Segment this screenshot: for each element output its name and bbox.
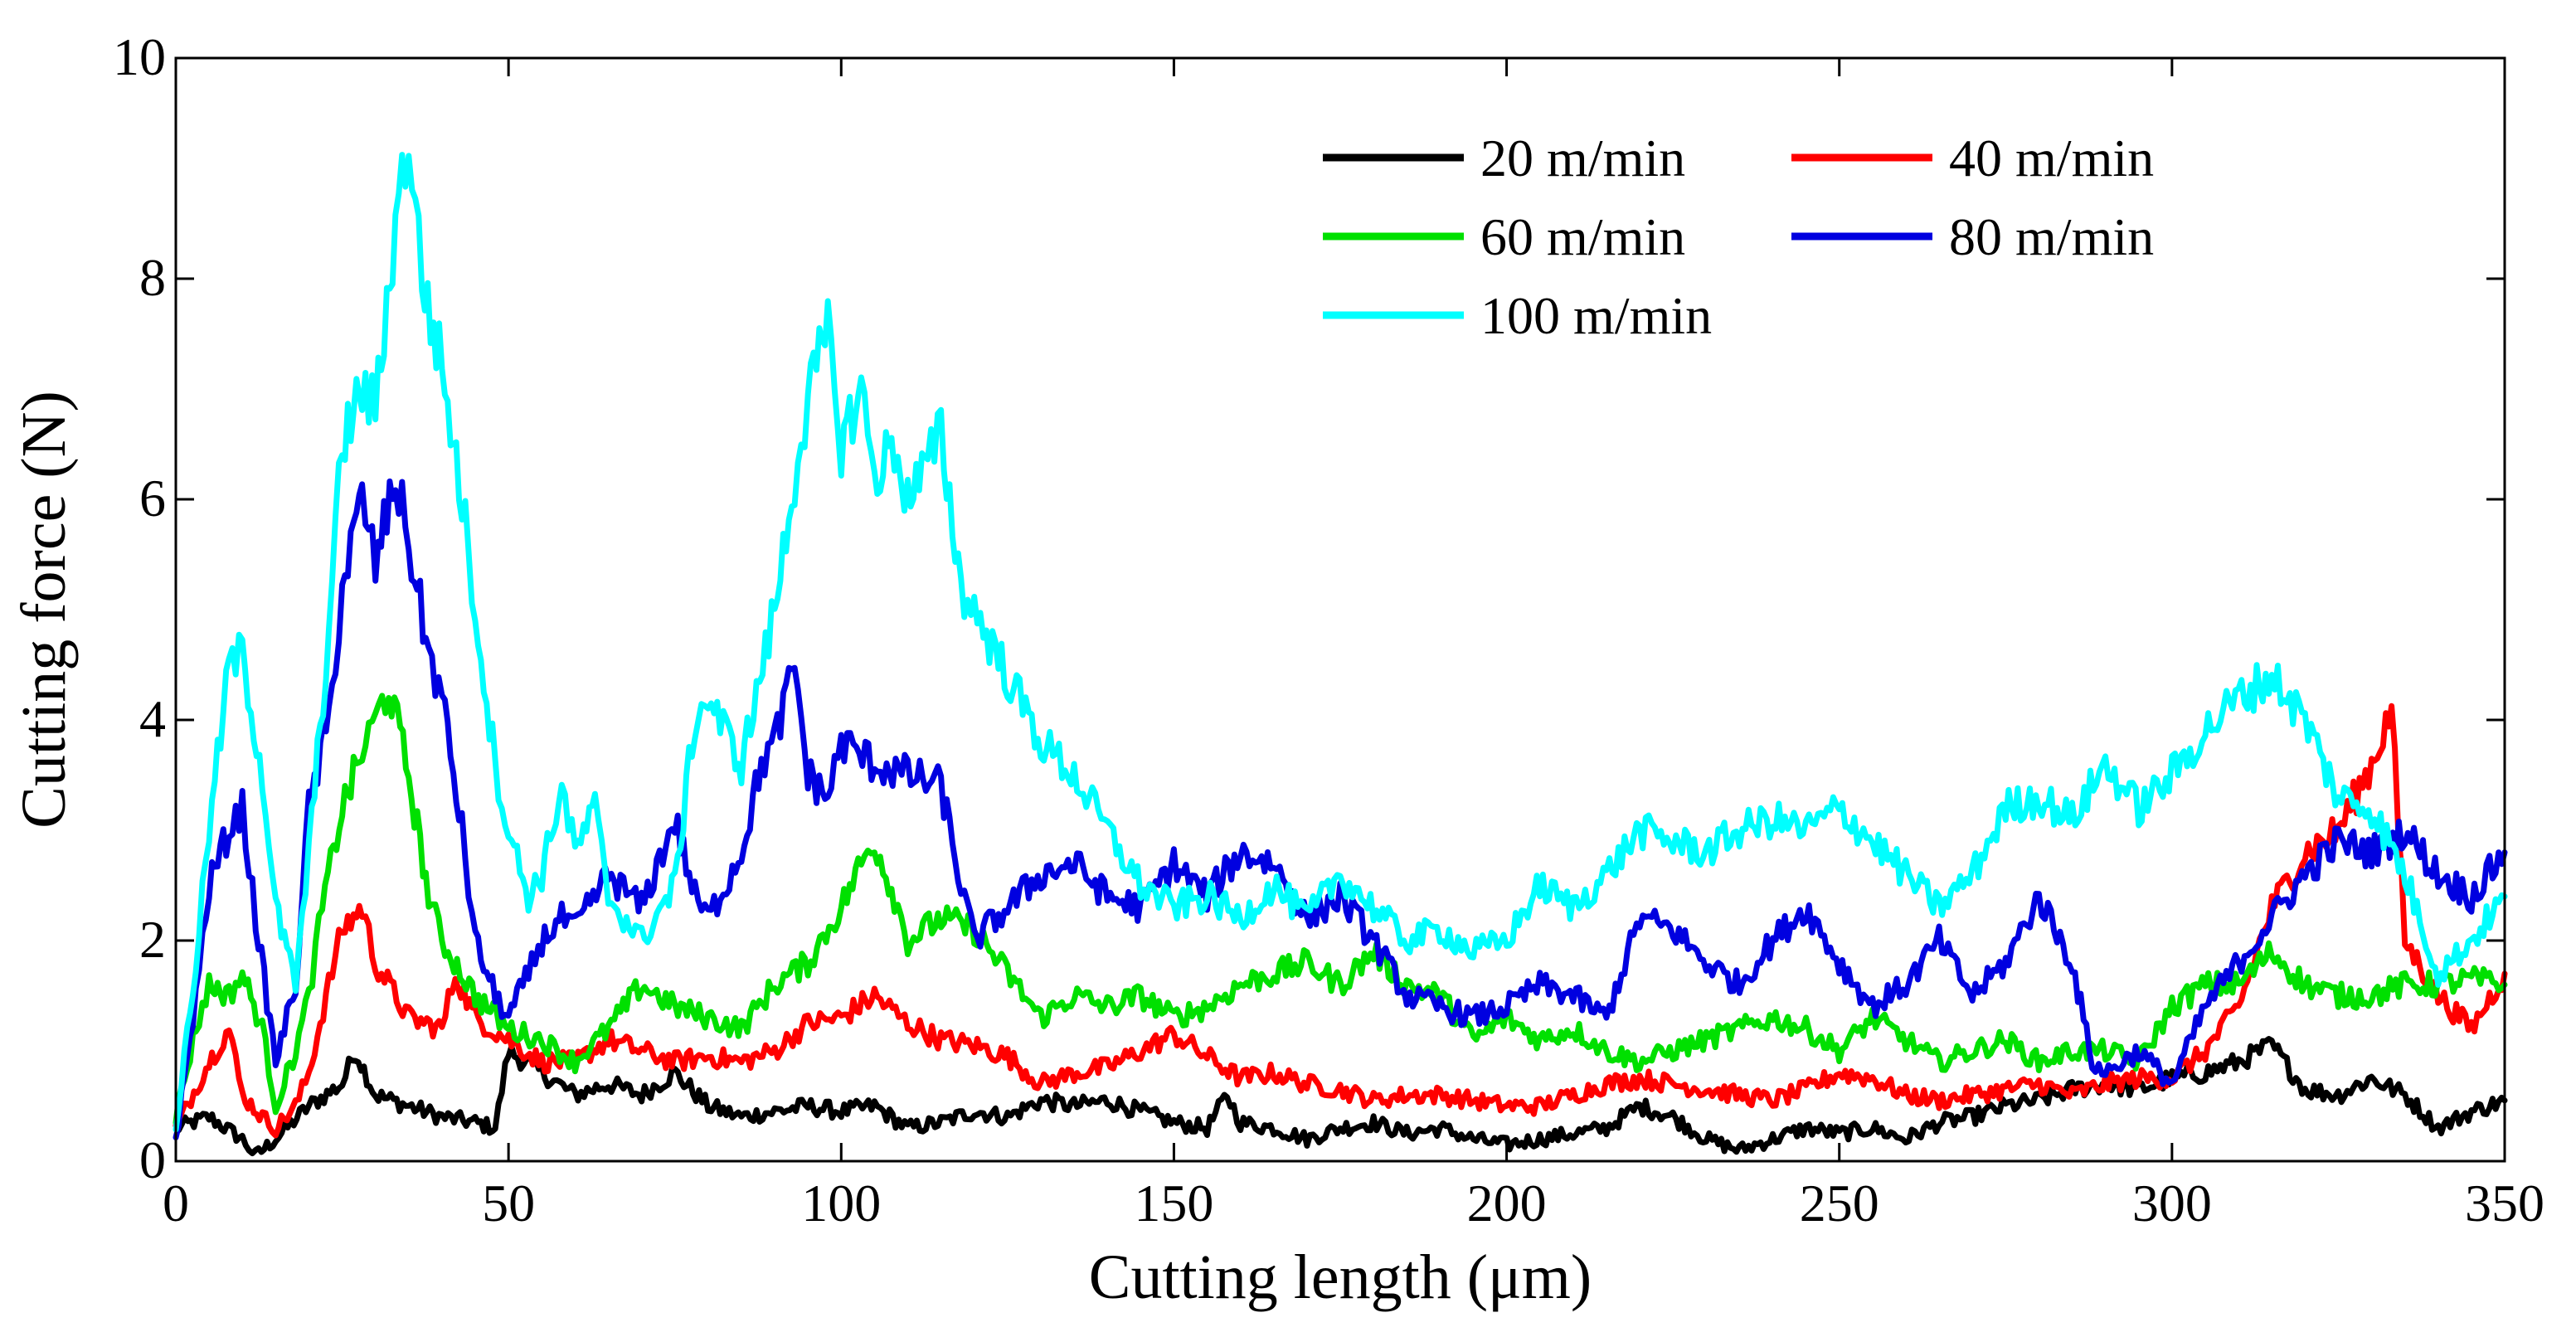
y-tick-label: 4 (139, 689, 166, 748)
y-tick-label: 6 (139, 469, 166, 528)
legend-label: 100 m/min (1480, 286, 1712, 345)
legend-label: 20 m/min (1480, 129, 1685, 187)
y-tick-label: 2 (139, 910, 166, 969)
x-tick-label: 250 (1800, 1174, 1879, 1232)
y-tick-label: 0 (139, 1130, 166, 1189)
x-tick-label: 300 (2132, 1174, 2212, 1232)
legend-label: 80 m/min (1949, 207, 2154, 266)
x-tick-label: 350 (2465, 1174, 2544, 1232)
legend: 20 m/min 40 m/min 60 m/min 80 m/min 100 m/mi… (1323, 129, 2154, 345)
x-tick-label: 0 (163, 1174, 189, 1232)
legend-label: 60 m/min (1480, 207, 1685, 266)
series-layer (173, 152, 2508, 1157)
y-tick-label: 10 (113, 27, 166, 86)
ticks-layer: 0 50 100 150 200 250 300 350 0 2 4 6 8 10 (113, 27, 2544, 1232)
series-line-1 (173, 703, 2508, 1139)
x-tick-label: 150 (1134, 1174, 1213, 1232)
x-tick-label: 100 (801, 1174, 881, 1232)
x-axis-label: Cutting length (μm) (1089, 1242, 1592, 1312)
y-tick-label: 8 (139, 248, 166, 307)
x-tick-label: 200 (1467, 1174, 1547, 1232)
plot-frame (174, 56, 2506, 1163)
legend-label: 40 m/min (1949, 129, 2154, 187)
x-tick-label: 50 (482, 1174, 535, 1232)
y-axis-label: Cutting force (N) (9, 391, 79, 829)
series-line-2 (173, 693, 2508, 1126)
series-line-4 (173, 152, 2508, 1133)
